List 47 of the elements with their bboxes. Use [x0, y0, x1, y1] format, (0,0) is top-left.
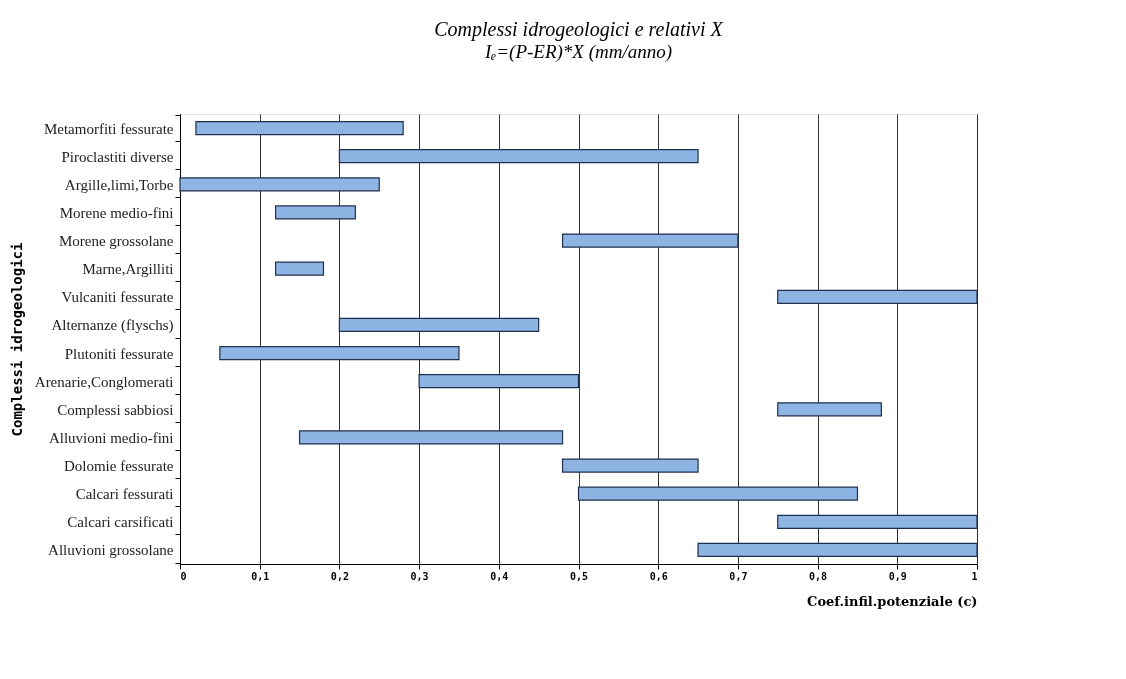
- x-tick-label: 0: [180, 570, 187, 582]
- bar: [777, 289, 978, 304]
- x-tick-label: 0,6: [649, 570, 668, 582]
- y-tick-label: Argille,limi,Torbe: [64, 176, 174, 193]
- x-tick-label: 0,7: [729, 570, 748, 582]
- bar: [777, 514, 978, 529]
- x-tick-label: 0,9: [888, 570, 907, 582]
- y-tick-label: Alternanze (flyschs): [51, 317, 174, 335]
- bar: [561, 233, 739, 248]
- y-tick-label: Calcari carsificati: [67, 514, 174, 531]
- bar: [577, 486, 859, 501]
- y-tick-label: Morene grossolane: [58, 233, 174, 250]
- x-tick-label: 0,3: [410, 570, 429, 582]
- bar: [697, 542, 978, 558]
- y-tick-label: Calcari fessurati: [75, 486, 174, 503]
- x-tick-label: 0,8: [809, 570, 828, 582]
- bar: [338, 149, 699, 164]
- y-axis-title: Complessi idrogeologici: [8, 242, 25, 437]
- chart-subtitle: Iₑ=(P-ER)*X (mm/anno): [483, 41, 673, 63]
- bar: [338, 317, 540, 333]
- x-tick-label: 0,1: [251, 570, 270, 582]
- x-tick-label: 0,4: [490, 570, 509, 582]
- y-tick-label: Vulcaniti fessurate: [61, 289, 174, 306]
- bar: [561, 458, 699, 473]
- y-tick-label: Alluvioni grossolane: [48, 542, 174, 559]
- bar: [219, 345, 460, 361]
- y-tick-label: Marne,Argilliti: [82, 261, 174, 278]
- y-tick-label: Alluvioni medio-fini: [48, 429, 174, 446]
- bar: [777, 402, 882, 417]
- bar: [418, 374, 580, 389]
- bar: [179, 177, 380, 192]
- y-tick-label: Complessi sabbiosi: [57, 401, 174, 418]
- bar: [298, 430, 564, 445]
- x-tick-label: 0,2: [330, 570, 349, 582]
- y-tick-label: Metamorfiti fessurate: [43, 120, 174, 137]
- y-tick-label: Morene medio-fini: [59, 204, 174, 221]
- x-tick-label: 1: [971, 570, 978, 582]
- bar: [275, 205, 356, 220]
- x-tick-label: 0,5: [569, 570, 589, 582]
- y-tick-label: Plutoniti fessurate: [64, 345, 174, 362]
- chart-title: Complessi idrogeologici e relativi X: [434, 18, 724, 41]
- y-tick-label: Piroclastiti diverse: [61, 148, 174, 165]
- bar: [195, 120, 404, 136]
- y-tick-label: Arenarie,Conglomerati: [34, 373, 174, 390]
- x-axis-title: Coef.infil.potenziale (c): [807, 593, 978, 609]
- bar: [275, 261, 325, 276]
- y-tick-label: Dolomie fessurate: [63, 458, 174, 475]
